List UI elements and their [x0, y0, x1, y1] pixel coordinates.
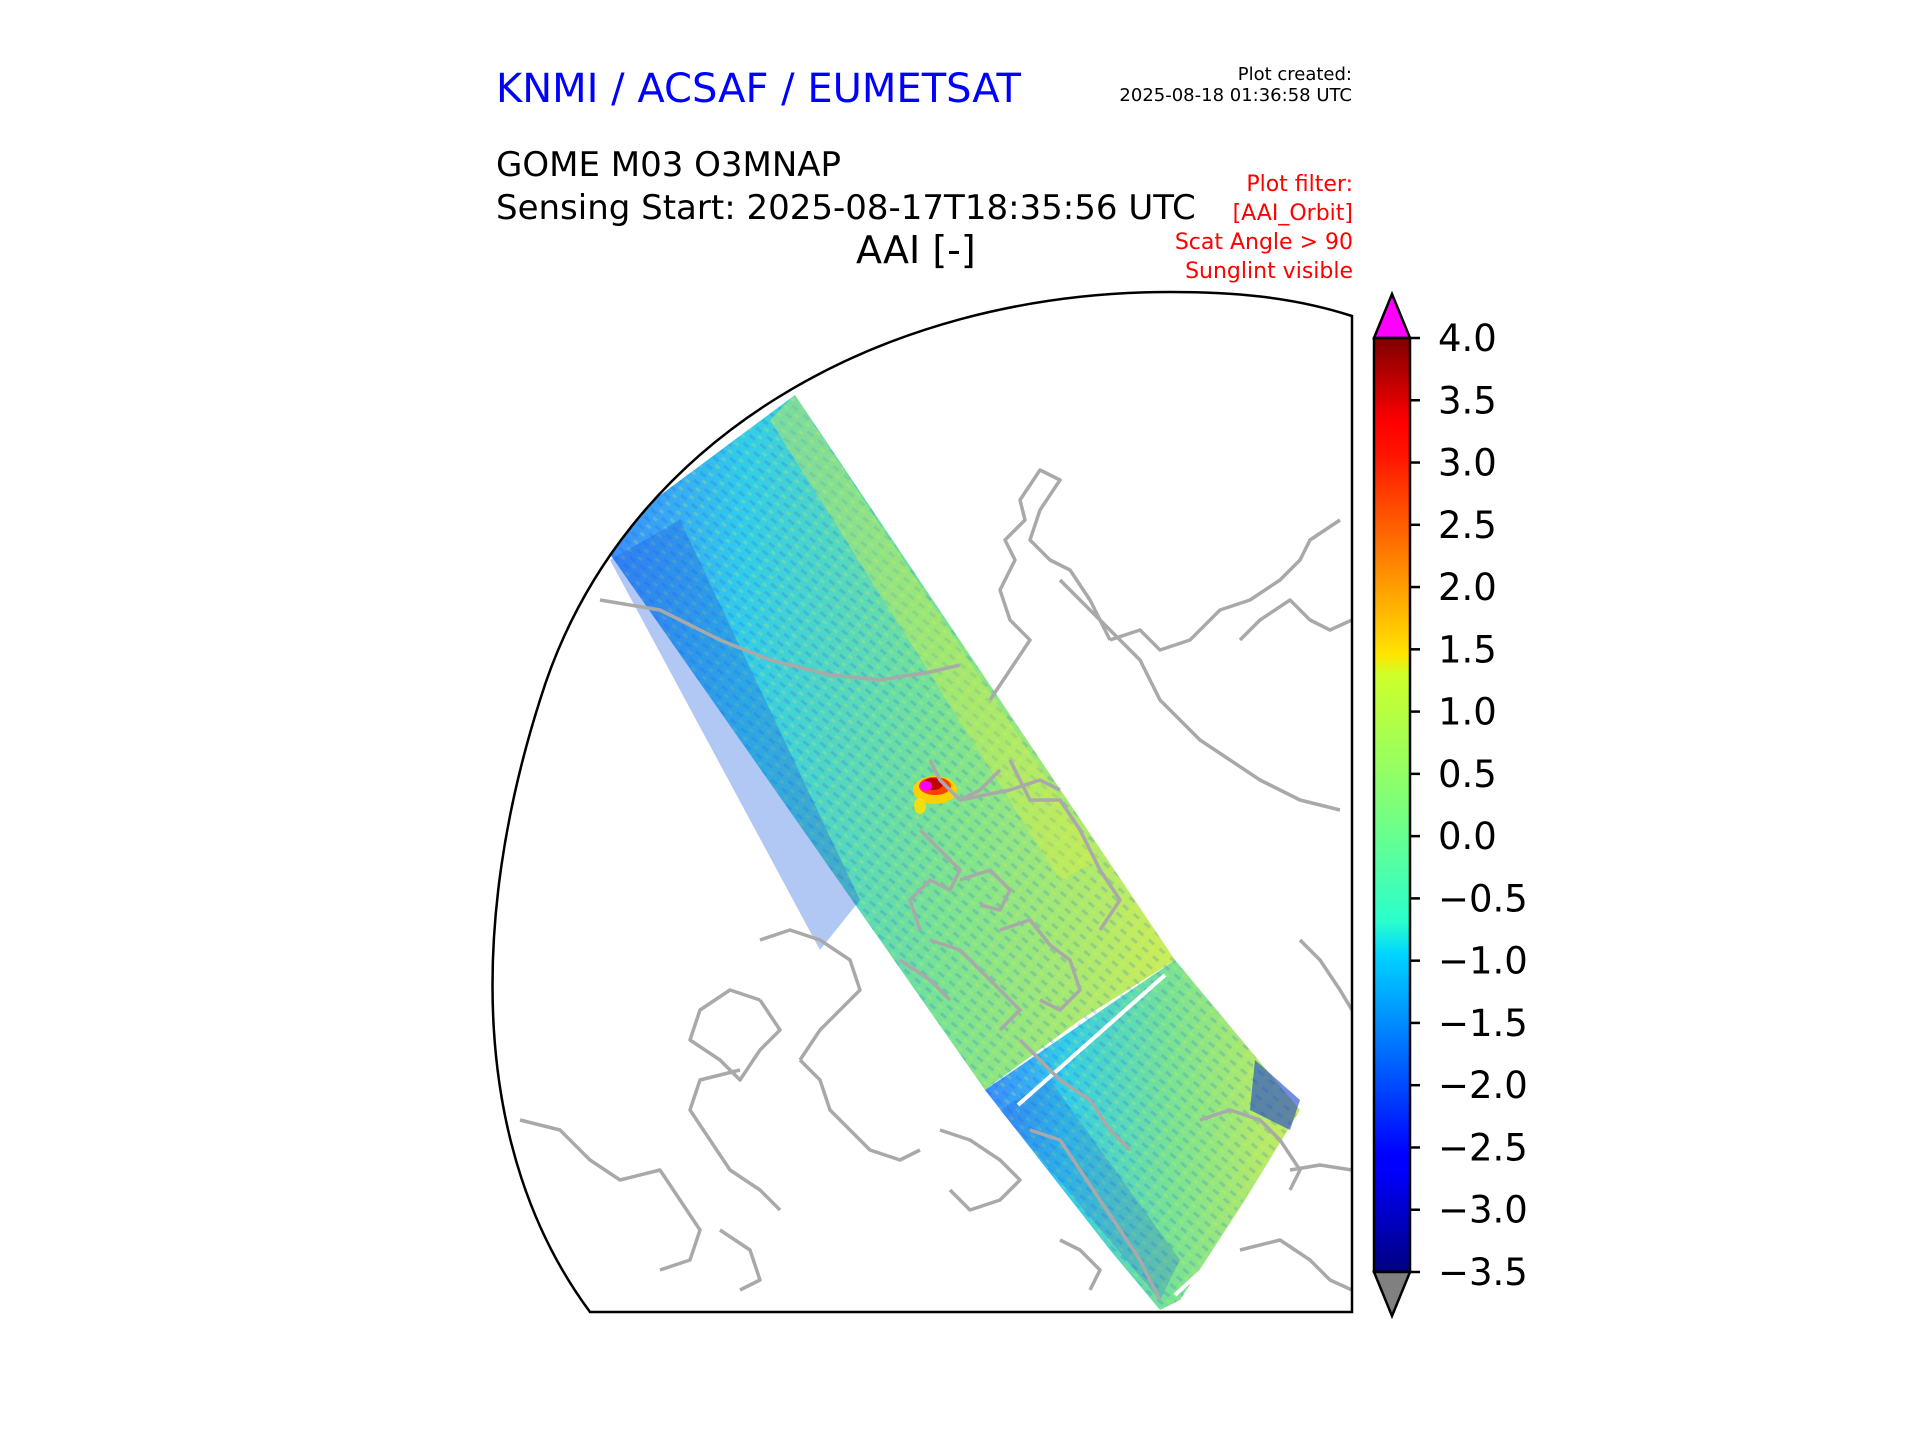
colorbar-tick-label: −0.5	[1438, 877, 1528, 920]
colorbar-over-arrow	[1372, 290, 1412, 340]
filter-line: Plot filter:	[1246, 172, 1353, 197]
colorbar-tick-label: 2.5	[1438, 504, 1497, 547]
map-boundary	[491, 290, 1354, 1314]
aerosol-hotspot	[913, 776, 957, 814]
plot-created: Plot created: 2025-08-18 01:36:58 UTC	[1000, 64, 1352, 106]
plot-created-label: Plot created:	[1237, 64, 1352, 85]
map-area	[519, 395, 1352, 1310]
colorbar-tick-label: 4.0	[1438, 317, 1497, 360]
organization-title: KNMI / ACSAF / EUMETSAT	[496, 66, 1021, 112]
plot-created-time: 2025-08-18 01:36:58 UTC	[1119, 85, 1352, 106]
filter-line: [AAI_Orbit]	[1232, 201, 1353, 226]
colorbar-tick-label: −2.0	[1438, 1064, 1528, 1107]
colorbar-tick-label: 1.5	[1438, 628, 1497, 671]
colorbar-tick-label: 3.0	[1438, 442, 1497, 485]
colorbar-tick-label: 0.0	[1438, 815, 1497, 858]
colorbar-tick-label: −3.0	[1438, 1189, 1528, 1232]
plot-filter: Plot filter: [AAI_Orbit] Scat Angle > 90…	[1100, 170, 1353, 286]
colorbar-tick-label: −2.5	[1438, 1126, 1528, 1169]
colorbar-tick-label: 2.0	[1438, 566, 1497, 609]
coastlines	[519, 468, 1352, 1301]
colorbar-tick-label: −3.5	[1438, 1251, 1528, 1294]
sensing-start: Sensing Start: 2025-08-17T18:35:56 UTC	[496, 188, 1196, 228]
colorbar-tick-label: 3.5	[1438, 379, 1497, 422]
colorbar-gradient	[1372, 336, 1412, 1274]
colorbar-tick-label: 0.5	[1438, 753, 1497, 796]
product-name: GOME M03 O3MNAP	[496, 145, 842, 185]
colorbar-tick-label: 1.0	[1438, 691, 1497, 734]
colorbar-tick-label: −1.5	[1438, 1002, 1528, 1045]
filter-line: Sunglint visible	[1185, 259, 1353, 284]
variable-title: AAI [-]	[856, 228, 976, 272]
colorbar-under-arrow	[1372, 1270, 1412, 1320]
satellite-swath	[600, 395, 1300, 1310]
filter-line: Scat Angle > 90	[1174, 230, 1353, 255]
colorbar-ticks: 4.0 3.5 3.0 2.5 2.0 1.5 1.0 0.5 0.0 −0.5 −1.0 −1.5 −…	[1410, 317, 1528, 1294]
colorbar-tick-label: −1.0	[1438, 940, 1528, 983]
